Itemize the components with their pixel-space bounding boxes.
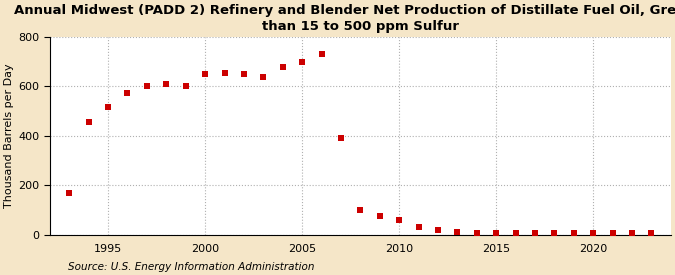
Point	[219, 71, 230, 75]
Point	[180, 84, 191, 89]
Point	[122, 90, 133, 95]
Point	[64, 191, 75, 195]
Point	[83, 120, 94, 125]
Point	[161, 82, 171, 86]
Point	[588, 231, 599, 236]
Point	[568, 231, 579, 236]
Title: Annual Midwest (PADD 2) Refinery and Blender Net Production of Distillate Fuel O: Annual Midwest (PADD 2) Refinery and Ble…	[14, 4, 675, 33]
Point	[375, 214, 385, 218]
Point	[646, 231, 657, 236]
Point	[510, 231, 521, 236]
Point	[471, 230, 482, 235]
Point	[491, 231, 502, 236]
Point	[200, 72, 211, 76]
Point	[626, 231, 637, 236]
Point	[452, 229, 463, 234]
Point	[277, 65, 288, 69]
Text: Source: U.S. Energy Information Administration: Source: U.S. Energy Information Administ…	[68, 262, 314, 272]
Point	[355, 208, 366, 212]
Point	[335, 136, 346, 141]
Point	[608, 231, 618, 236]
Point	[530, 231, 541, 236]
Point	[413, 225, 424, 229]
Point	[316, 52, 327, 57]
Point	[394, 218, 404, 222]
Point	[433, 228, 443, 232]
Point	[238, 72, 249, 76]
Point	[142, 84, 153, 89]
Y-axis label: Thousand Barrels per Day: Thousand Barrels per Day	[4, 64, 14, 208]
Point	[103, 105, 113, 110]
Point	[297, 60, 308, 64]
Point	[549, 231, 560, 236]
Point	[258, 75, 269, 79]
